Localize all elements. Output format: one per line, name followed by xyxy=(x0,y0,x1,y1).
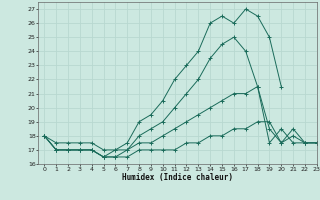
X-axis label: Humidex (Indice chaleur): Humidex (Indice chaleur) xyxy=(122,173,233,182)
